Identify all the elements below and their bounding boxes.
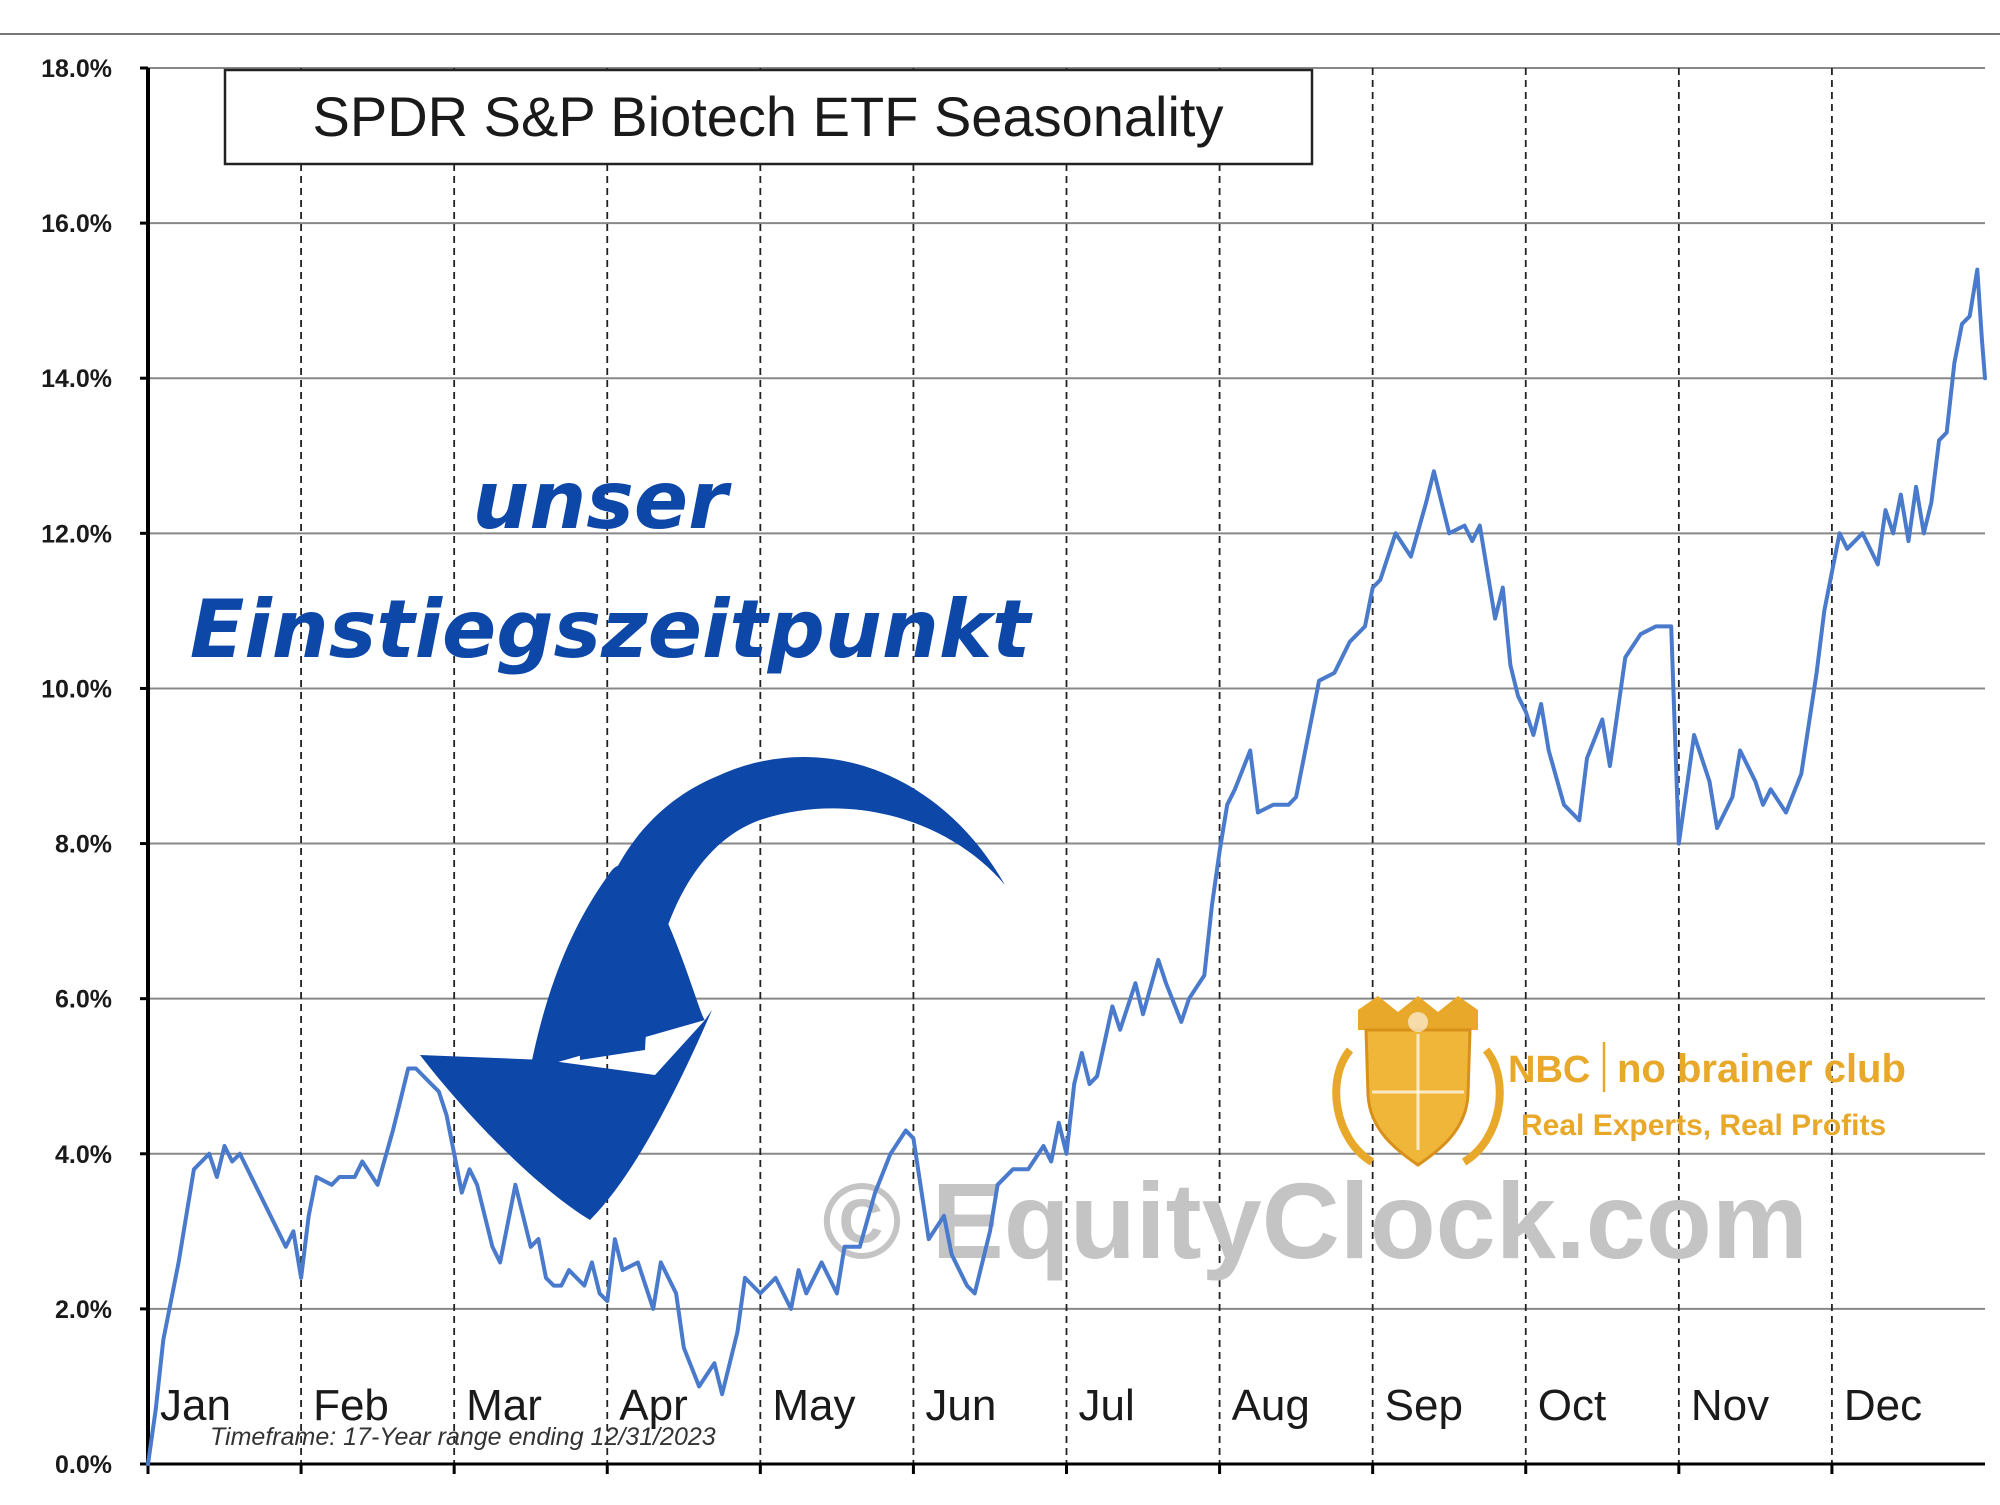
y-tick-label: 0.0% xyxy=(55,1451,112,1479)
month-label: Aug xyxy=(1232,1381,1310,1430)
y-tick-label: 14.0% xyxy=(41,365,112,393)
logo-name: no brainer club xyxy=(1617,1047,1906,1091)
y-tick-label: 10.0% xyxy=(41,675,112,703)
logo-tagline: Real Experts, Real Profits xyxy=(1521,1109,1886,1142)
y-tick-label: 16.0% xyxy=(41,210,112,238)
annotation-line-2: Einstiegszeitpunkt xyxy=(190,583,1033,676)
y-tick-label: 12.0% xyxy=(41,520,112,548)
month-label: Jun xyxy=(925,1381,996,1430)
nbc-logo: NBC no brainer club Real Experts, Real P… xyxy=(1332,996,1906,1167)
annotation-line-1: unser xyxy=(472,454,732,547)
chart-title: SPDR S&P Biotech ETF Seasonality xyxy=(313,85,1224,148)
series-line xyxy=(146,267,1987,1466)
month-label: Dec xyxy=(1844,1381,1922,1430)
month-label: Apr xyxy=(619,1381,687,1430)
y-tick-labels: 0.0% 2.0% 4.0% 6.0% 8.0% 10.0% 12.0% 14.0% 16.0%… xyxy=(41,55,148,1479)
curved-arrow-icon xyxy=(420,756,1005,1220)
month-label: Jan xyxy=(160,1381,231,1430)
y-tick-label: 6.0% xyxy=(55,986,112,1014)
month-labels: Jan Feb Mar Apr May Jun Jul Aug Sep Oct Nov Dec xyxy=(146,1381,1922,1474)
crest-icon xyxy=(1332,996,1504,1167)
y-tick-label: 2.0% xyxy=(55,1296,112,1324)
month-label: Sep xyxy=(1385,1381,1463,1430)
month-label: Mar xyxy=(466,1381,542,1430)
equityclock-watermark: © EquityClock.com xyxy=(822,1160,1808,1281)
month-label: Feb xyxy=(313,1381,389,1430)
y-tick-label: 4.0% xyxy=(55,1141,112,1169)
timeframe-note: Timeframe: 17-Year range ending 12/31/20… xyxy=(210,1423,716,1451)
month-label: Oct xyxy=(1538,1381,1606,1430)
y-tick-label: 18.0% xyxy=(41,55,112,83)
month-label: May xyxy=(772,1381,855,1430)
y-tick-label: 8.0% xyxy=(55,831,112,859)
logo-mark: NBC xyxy=(1508,1049,1590,1091)
title-box xyxy=(223,68,1314,166)
month-label: Jul xyxy=(1079,1381,1135,1430)
month-label: Nov xyxy=(1691,1381,1769,1430)
